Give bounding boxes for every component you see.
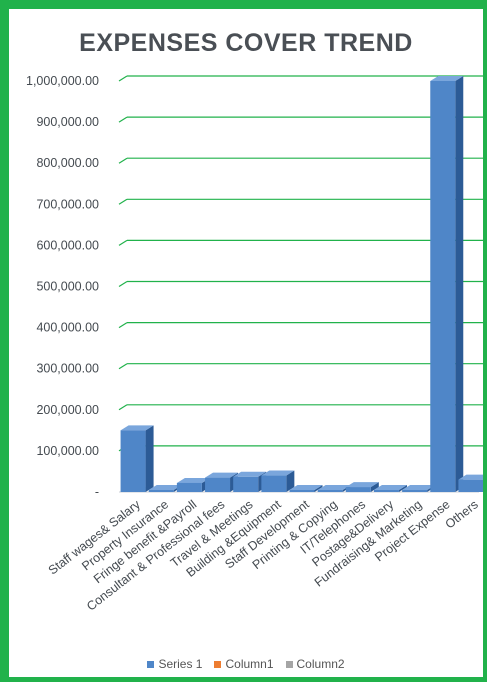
legend-item: Column2	[285, 657, 345, 671]
bar-top	[402, 485, 436, 490]
legend-label: Column1	[225, 657, 274, 671]
bar-side	[455, 76, 464, 492]
legend-swatch	[285, 660, 293, 668]
y-tick-label: 500,000.00	[36, 280, 99, 294]
gridline-diagonal	[118, 157, 128, 164]
gridline-diagonal	[118, 75, 128, 82]
bar-top	[233, 471, 267, 477]
bar	[176, 482, 202, 492]
bar-top	[430, 76, 464, 81]
gridline-diagonal	[118, 198, 128, 205]
y-tick-label: 400,000.00	[36, 321, 99, 335]
gridline-diagonal	[118, 239, 128, 246]
y-tick-label: 800,000.00	[36, 156, 99, 170]
bar-top	[261, 470, 295, 476]
bar-top	[317, 485, 351, 490]
bar	[205, 477, 231, 492]
bar-top	[176, 477, 210, 483]
chart-title: EXPENSES COVER TREND	[79, 29, 413, 57]
bar-side	[286, 470, 295, 492]
gridline-diagonal	[118, 404, 128, 411]
y-tick-label: 700,000.00	[36, 197, 99, 211]
bar	[289, 490, 315, 492]
bar	[345, 487, 371, 492]
legend-item: Series 1	[147, 657, 202, 671]
bar-top	[289, 485, 323, 490]
y-tick-label: -	[95, 485, 99, 499]
bar-side	[398, 485, 407, 492]
bar-top	[205, 472, 239, 478]
bar	[373, 490, 399, 492]
gridline-diagonal	[118, 280, 128, 288]
bar-top	[458, 474, 483, 480]
bar	[430, 81, 456, 492]
bar-top	[345, 482, 379, 488]
y-tick-label: 600,000.00	[36, 238, 99, 252]
bar	[402, 490, 428, 492]
x-tick-label: Others	[443, 497, 481, 531]
bar-top	[373, 485, 407, 490]
bar	[148, 490, 174, 492]
bar	[458, 479, 483, 492]
legend-swatch	[214, 660, 222, 668]
bar-top	[148, 485, 182, 490]
bar	[261, 475, 287, 492]
y-tick-label: 100,000.00	[36, 444, 99, 458]
chart-plot: - 100,000.00 200,000.00 300,000.00 400,000.0…	[26, 74, 483, 614]
bar-side	[370, 482, 379, 492]
chart-frame: EXPENSES COVER TREND - 100,000.00 200,000.…	[9, 9, 483, 677]
bar-side	[145, 425, 154, 492]
bar	[317, 490, 343, 492]
legend-swatch	[147, 660, 155, 668]
y-tick-label: 300,000.00	[36, 362, 99, 376]
gridline-diagonal	[118, 363, 128, 370]
bar	[233, 476, 259, 492]
gridline-diagonal	[118, 322, 128, 329]
legend-item: Column1	[214, 657, 274, 671]
bar-top	[120, 425, 154, 431]
legend: Series 1 Column1 Column2	[9, 657, 483, 671]
bar	[120, 430, 146, 492]
gridline-diagonal	[118, 116, 128, 123]
legend-label: Column2	[296, 657, 345, 671]
legend-label: Series 1	[158, 657, 203, 671]
y-tick-label: 900,000.00	[36, 115, 99, 129]
y-tick-label: 200,000.00	[36, 403, 99, 417]
y-tick-label: 1,000,000.00	[26, 74, 99, 88]
bar-side	[314, 485, 323, 492]
